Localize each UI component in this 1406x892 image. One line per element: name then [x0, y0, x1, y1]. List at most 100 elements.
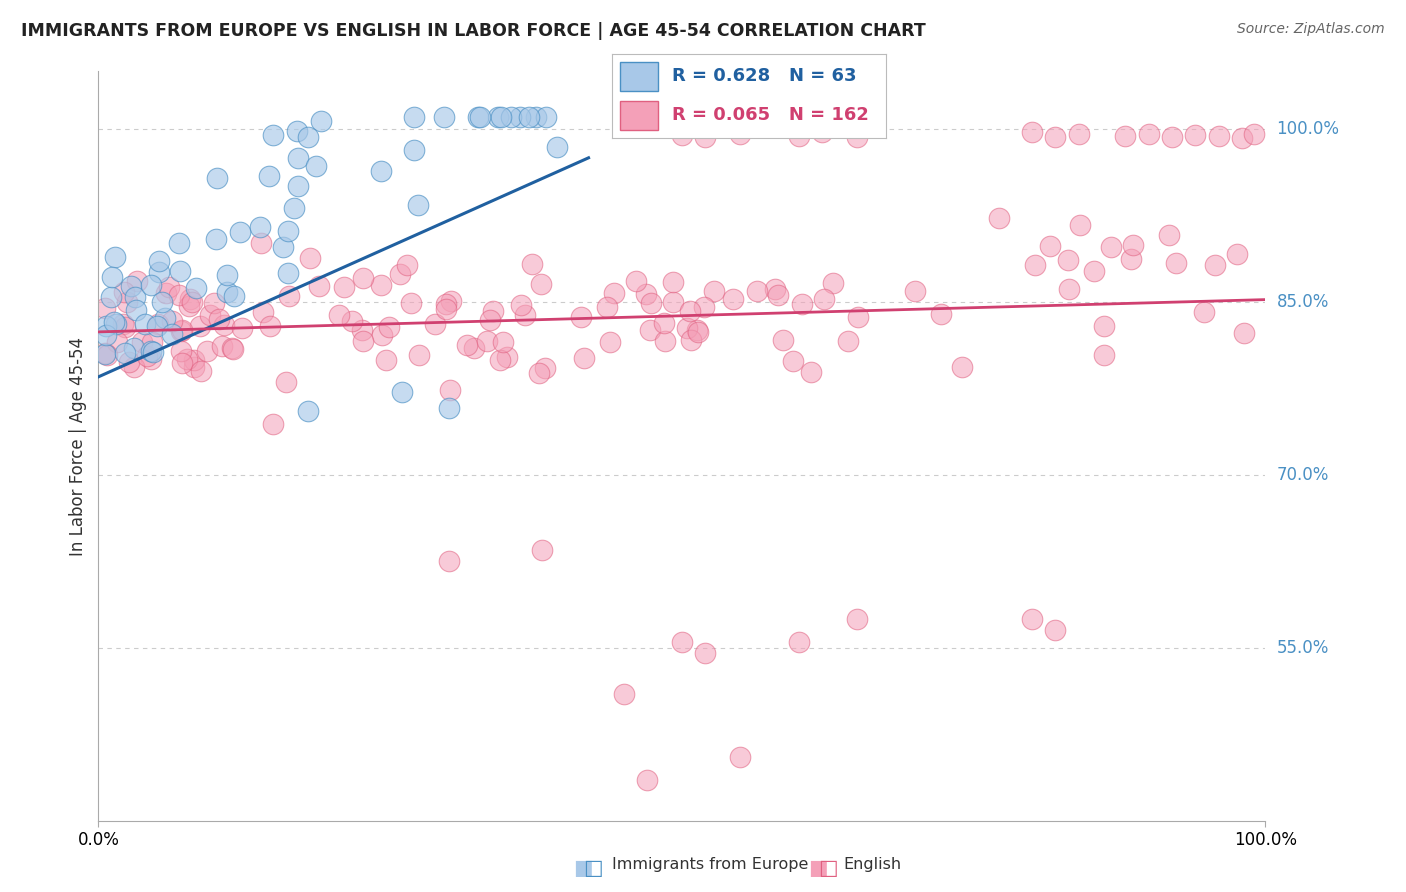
Point: [787, 635, 810, 649]
Point: [170, 324, 193, 338]
Point: [146, 319, 169, 334]
Point: [402, 111, 425, 125]
Point: [94, 347, 117, 361]
Point: [202, 296, 225, 310]
Point: [352, 334, 374, 348]
Point: [157, 280, 180, 294]
Point: [200, 308, 222, 322]
Point: [437, 554, 460, 568]
Point: [222, 343, 245, 357]
Point: [94, 346, 117, 360]
Point: [112, 285, 135, 299]
Point: [811, 125, 834, 139]
Point: [1122, 237, 1144, 252]
Point: [103, 315, 125, 329]
Point: [277, 266, 299, 280]
Point: [117, 295, 139, 310]
Point: [1208, 128, 1230, 143]
Point: [328, 308, 350, 322]
Point: [277, 224, 299, 238]
Point: [1230, 131, 1253, 145]
Point: [183, 352, 205, 367]
Point: [654, 334, 676, 348]
Point: [439, 383, 461, 397]
Point: [370, 164, 392, 178]
Point: [1092, 348, 1115, 362]
Point: [425, 317, 447, 331]
Point: [309, 113, 332, 128]
Point: [212, 318, 235, 333]
Point: [100, 290, 122, 304]
Text: 70.0%: 70.0%: [1277, 466, 1329, 483]
Point: [100, 269, 122, 284]
Point: [370, 278, 392, 293]
Point: [1226, 247, 1249, 261]
Point: [730, 750, 752, 764]
Point: [169, 287, 191, 301]
Point: [638, 323, 661, 337]
Point: [172, 356, 194, 370]
Point: [211, 339, 233, 353]
Point: [524, 111, 547, 125]
Point: [903, 284, 925, 298]
Point: [148, 254, 170, 268]
Point: [94, 319, 117, 334]
Point: [763, 282, 786, 296]
Point: [274, 375, 297, 389]
Point: [222, 289, 245, 303]
Point: [150, 295, 173, 310]
Point: [492, 334, 515, 349]
Point: [652, 316, 675, 330]
Point: [800, 365, 823, 379]
Text: 55.0%: 55.0%: [1277, 639, 1329, 657]
Point: [513, 308, 536, 322]
Point: [530, 542, 553, 557]
Point: [208, 312, 231, 326]
Point: [250, 235, 273, 250]
Point: [662, 294, 685, 309]
Point: [477, 334, 499, 348]
Point: [374, 353, 396, 368]
Point: [527, 366, 550, 380]
Point: [391, 384, 413, 399]
Point: [305, 159, 328, 173]
Point: [371, 327, 394, 342]
Point: [263, 417, 285, 432]
Point: [1157, 228, 1180, 243]
Point: [495, 350, 517, 364]
Text: R = 0.065   N = 162: R = 0.065 N = 162: [672, 106, 869, 124]
Point: [433, 111, 456, 125]
Point: [179, 292, 201, 306]
Point: [231, 320, 253, 334]
Point: [155, 285, 177, 300]
Point: [988, 211, 1011, 225]
Point: [170, 323, 193, 337]
Point: [190, 363, 212, 377]
Point: [478, 313, 501, 327]
Point: [572, 351, 595, 366]
Point: [134, 318, 156, 332]
Point: [352, 271, 374, 285]
Point: [169, 343, 191, 358]
Point: [730, 127, 752, 141]
Point: [671, 635, 693, 649]
Point: [297, 404, 319, 418]
Point: [813, 292, 835, 306]
Point: [188, 319, 211, 334]
Point: [613, 687, 636, 701]
Point: [179, 299, 201, 313]
Point: [489, 352, 512, 367]
Point: [1039, 238, 1062, 252]
Point: [139, 352, 162, 367]
Point: [787, 128, 810, 143]
Point: [124, 302, 146, 317]
Point: [596, 300, 619, 314]
Point: [624, 274, 647, 288]
Point: [1057, 282, 1080, 296]
Point: [846, 310, 869, 324]
Point: [205, 232, 228, 246]
Point: [782, 353, 804, 368]
Text: 85.0%: 85.0%: [1277, 293, 1329, 311]
Point: [181, 295, 204, 310]
Point: [517, 111, 540, 125]
